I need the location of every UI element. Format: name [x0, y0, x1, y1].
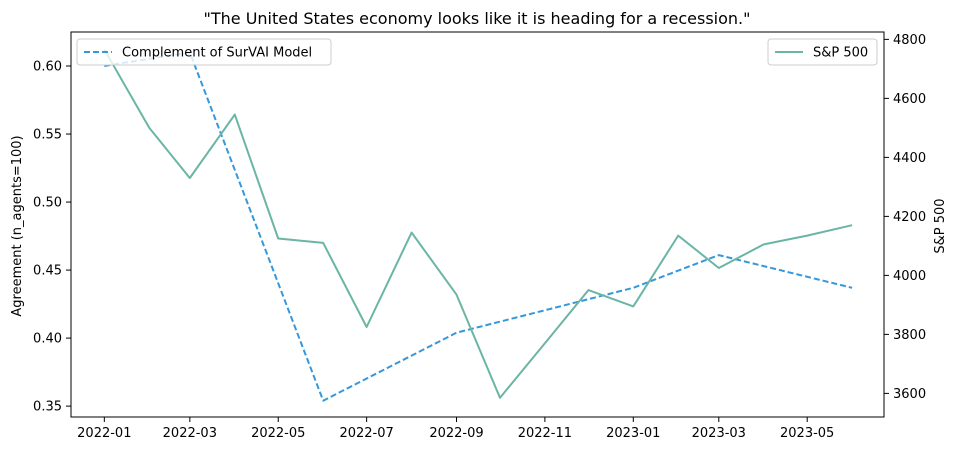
survai-point: [718, 254, 720, 256]
sp500-point: [234, 113, 236, 115]
x-tick-label: 2022-05: [251, 426, 305, 441]
y-axis-label: Agreement (n_agents=100): [10, 135, 25, 316]
series-sp500-line: [103, 48, 853, 399]
x-tick-label: 2023-05: [780, 426, 834, 441]
plot-area: [70, 31, 885, 418]
x-tick-label: 2022-09: [429, 426, 483, 441]
sp500-point: [189, 177, 191, 179]
legend-survai-box: [76, 38, 332, 66]
legend-sp500: S&P 500: [767, 38, 878, 66]
x-tick-label: 2022-11: [518, 426, 572, 441]
sp500-point: [806, 234, 808, 236]
sp500-point: [851, 224, 853, 226]
sp500-point: [544, 342, 546, 344]
sp500-point: [277, 237, 279, 239]
y-tick-label: 0.50: [33, 196, 62, 211]
ticks-layer: 2022-01 2022-03 2022-05 2022-07 2022-09 2022-…: [33, 33, 926, 441]
survai-point: [322, 400, 324, 402]
y-tick-label: 0.55: [33, 128, 62, 143]
x-tick-label: 2022-03: [163, 426, 217, 441]
sp500-point: [499, 397, 501, 399]
y-tick-label: 0.40: [33, 332, 62, 347]
sp500-point: [632, 305, 634, 307]
x-tick-label: 2022-07: [339, 426, 393, 441]
series-layer: [103, 48, 853, 402]
sp500-point: [718, 267, 720, 269]
sp500-point: [587, 289, 589, 291]
y2-tick-label: 3600: [893, 387, 926, 402]
y2-axis-label: S&P 500: [933, 198, 948, 253]
y2-tick-label: 4200: [893, 210, 926, 225]
legend-sp500-box: [767, 38, 878, 66]
sp500-point: [677, 234, 679, 236]
sp500-point: [322, 242, 324, 244]
sp500-point: [455, 293, 457, 295]
sp500-point: [410, 231, 412, 233]
legend-survai: Complement of SurVAI Model: [76, 38, 332, 66]
y-tick-label: 0.60: [33, 60, 62, 75]
y2-tick-label: 4000: [893, 269, 926, 284]
legend-survai-label: Complement of SurVAI Model: [122, 46, 312, 61]
chart-title: "The United States economy looks like it…: [204, 9, 751, 28]
sp500-point: [148, 127, 150, 129]
sp500-point: [365, 326, 367, 328]
sp500-point: [763, 243, 765, 245]
plot-frame: [70, 31, 885, 418]
y2-tick-label: 3800: [893, 328, 926, 343]
y-tick-label: 0.35: [33, 400, 62, 415]
y2-tick-label: 4600: [893, 92, 926, 107]
y2-tick-label: 4400: [893, 151, 926, 166]
legend-sp500-label: S&P 500: [813, 46, 868, 61]
x-tick-label: 2023-03: [692, 426, 746, 441]
x-tick-label: 2023-01: [606, 426, 660, 441]
survai-point: [851, 287, 853, 289]
y-tick-label: 0.45: [33, 264, 62, 279]
survai-point: [632, 287, 634, 289]
y2-tick-label: 4800: [893, 33, 926, 48]
survai-point: [455, 332, 457, 334]
x-tick-label: 2022-01: [77, 426, 131, 441]
